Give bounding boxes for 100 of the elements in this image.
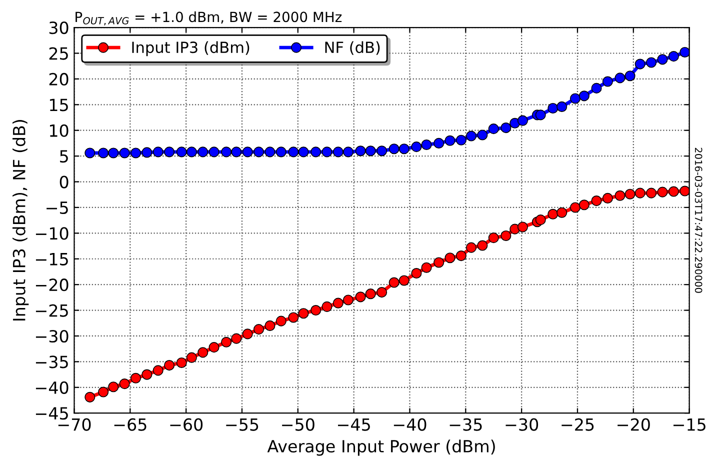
point [253,146,264,158]
x-tick-label: −55 [226,418,258,431]
point [253,324,264,335]
point [322,146,332,158]
chart-title: P$_{OUT,AVG}$ = +1.0 dBm, BW = 2000 MHz [76,11,342,26]
point [535,214,546,226]
y-tick-label: 30 [49,22,68,34]
point [570,202,581,213]
y-tick-label: 15 [50,98,68,112]
x-tick-label: −60 [170,418,203,431]
legend-label: NF (dB) [325,41,380,55]
point [434,138,444,148]
point [500,122,512,134]
point [332,298,344,308]
point [119,148,130,158]
y-tick-label: 5 [60,150,68,163]
point [264,146,276,158]
point [614,72,626,84]
point [517,115,528,126]
point [198,146,208,158]
point [477,240,488,251]
point [231,146,242,158]
point [322,301,332,312]
point [624,188,636,200]
x-tick-label: −40 [394,418,426,431]
point [152,365,164,376]
point [556,207,568,218]
point [108,148,119,158]
point [614,190,626,201]
y-tick-label: 20 [49,72,68,86]
point [444,252,456,264]
point [517,222,528,232]
point [634,58,646,70]
y-tick-label: −40 [36,381,68,394]
point [388,144,400,154]
point [456,134,466,146]
point [477,130,488,140]
point [130,372,142,384]
text: 2016-03-03T17:47:22.290000 [694,148,702,293]
x-tick-label: −30 [506,418,538,431]
point [98,148,109,158]
point [152,146,164,158]
point [466,130,477,142]
point [221,336,232,348]
point [365,288,376,300]
point [434,257,444,268]
point [646,57,657,68]
point [242,328,253,340]
y-tick-label: 0 [60,176,68,188]
point [376,287,388,298]
x-tick-label: −65 [114,418,146,431]
point [342,146,354,158]
point [668,51,679,62]
point [310,305,322,316]
y-tick-label: −10 [36,227,68,240]
point [602,76,613,87]
point [657,54,668,65]
point [376,146,388,156]
y-axis-title: Input IP3 (dBm), NF (dB) [12,120,29,320]
point [411,268,422,279]
point [578,90,590,102]
point [221,146,232,158]
y-tick-label: 10 [50,124,68,137]
point [130,148,142,158]
point [288,146,299,158]
legend-label: Input IP3 (dBm) [132,41,250,56]
point [388,277,400,288]
point [548,102,558,114]
point [242,146,253,158]
point [624,70,636,82]
x-tick-label: −50 [282,418,314,431]
point [488,124,499,134]
point [186,146,197,158]
point [176,146,187,158]
point [421,139,432,150]
point [298,146,309,158]
point [365,146,376,156]
point [231,333,242,344]
x-axis-title: Average Input Power (dBm) [267,440,495,456]
x-tick-label: −15 [674,418,706,431]
point [591,82,602,94]
point [208,342,220,353]
point [164,360,175,371]
y-tick-label: −30 [36,330,68,343]
x-tick-label: −25 [562,418,594,431]
point [398,275,410,286]
point [298,308,309,319]
point [680,186,690,196]
point [176,357,187,368]
point [398,144,410,154]
point [276,316,286,326]
point [444,135,456,146]
point [548,208,558,220]
point [108,382,119,392]
point [164,146,175,158]
point [186,352,197,363]
x-tick-label: −20 [618,418,650,431]
point [556,101,568,112]
y-tick-label: −15 [36,253,68,266]
point [198,347,208,358]
